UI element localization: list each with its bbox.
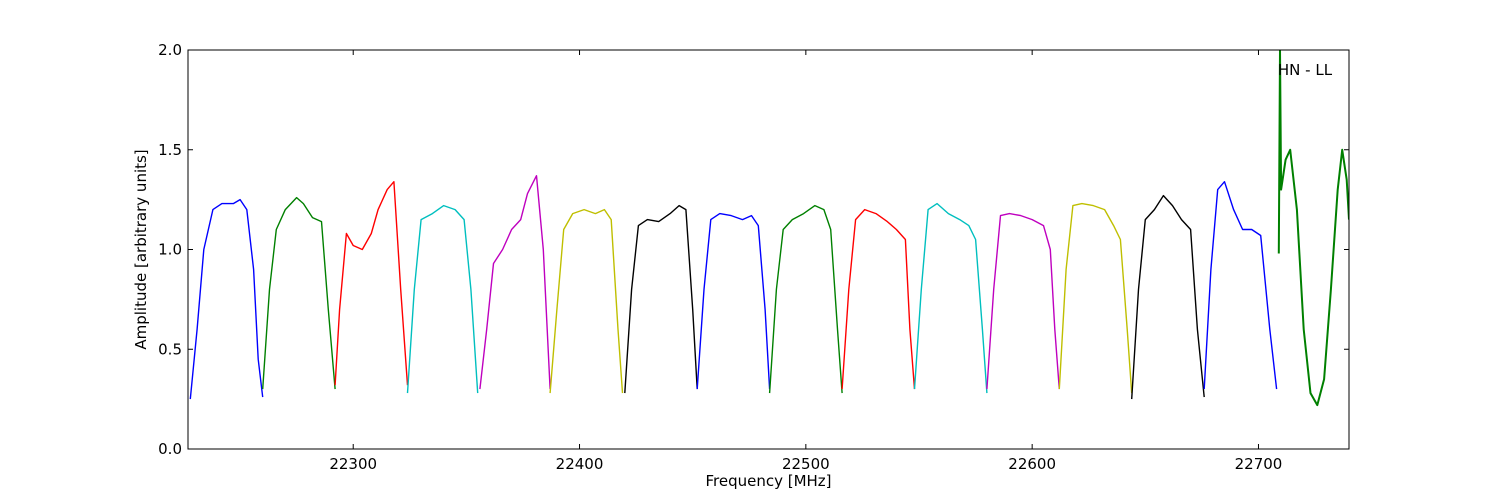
series-line-14 — [1131, 194, 1205, 400]
series-line-5 — [479, 174, 551, 390]
x-tick-label: 22400 — [556, 455, 604, 473]
series-layer — [189, 50, 1349, 407]
x-axis-title: Frequency [MHz] — [705, 472, 831, 490]
y-tick-label: 1.5 — [158, 141, 182, 159]
series-line-11 — [913, 202, 988, 394]
y-tick-label: 2.0 — [158, 41, 182, 59]
x-tick-label: 22600 — [1008, 455, 1056, 473]
y-axis-title: Amplitude [arbitrary units] — [132, 149, 150, 349]
series-line-4 — [406, 204, 479, 394]
y-tick-label: 1.0 — [158, 241, 182, 259]
annotation-label: HN - LL — [1278, 61, 1333, 79]
series-line-7 — [624, 204, 698, 394]
y-tick-label: 0.0 — [158, 440, 182, 458]
x-tick-label: 22700 — [1235, 455, 1283, 473]
series-line-15 — [1203, 180, 1278, 390]
series-line-12 — [986, 212, 1060, 390]
series-line-2 — [262, 196, 336, 390]
series-line-1 — [189, 198, 264, 400]
x-tick-label: 22300 — [329, 455, 377, 473]
series-line-6 — [549, 208, 624, 394]
series-line-13 — [1058, 202, 1133, 394]
series-line-10 — [841, 208, 916, 390]
ticks-layer: 22300 22400 22500 22600 22700 0.0 0.5 1.0 1.5 2.0 — [158, 41, 1349, 473]
series-line-3 — [334, 180, 409, 386]
series-line-9 — [768, 204, 843, 394]
series-line-8 — [696, 212, 771, 390]
series-line-16 — [1277, 50, 1349, 407]
x-tick-label: 22500 — [782, 455, 830, 473]
y-tick-label: 0.5 — [158, 340, 182, 358]
